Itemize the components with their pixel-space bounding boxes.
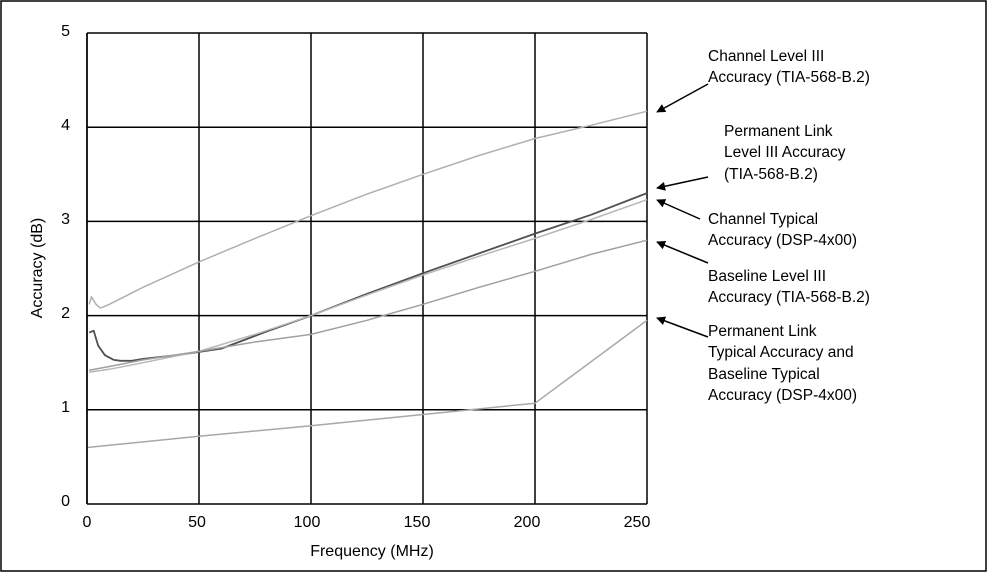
callout-arrow [656,83,709,113]
callout-text-line: Baseline Level III [708,268,826,285]
callout-permanent-link-level-iii: Permanent Link Level III Accuracy (TIA-5… [656,123,846,191]
callout-text-line: Channel Typical [708,211,818,228]
callout-arrow [656,316,709,338]
series-line [88,110,648,309]
callout-arrow [656,176,709,191]
x-tick-label: 100 [294,514,321,531]
callout-channel-level-iii: Channel Level III Accuracy (TIA-568-B.2) [656,48,870,113]
x-axis-title: Frequency (MHz) [310,543,434,560]
y-tick-label: 3 [61,211,70,228]
y-tick-label: 5 [61,23,70,40]
callout-arrow [656,240,709,264]
y-tick-label: 2 [61,305,70,322]
y-axis-ticks: 0 1 2 3 4 5 [61,23,70,510]
callout-baseline-level-iii: Baseline Level III Accuracy (TIA-568-B.2… [656,240,870,306]
callout-text-line: Permanent Link [724,123,833,140]
callout-text-line: Level III Accuracy [724,144,846,161]
x-tick-label: 200 [514,514,541,531]
callout-channel-typical: Channel Typical Accuracy (DSP-4x00) [656,199,857,249]
callout-text-line: (TIA-568-B.2) [724,166,818,183]
y-axis-title: Accuracy (dB) [29,218,46,318]
x-tick-label: 50 [188,514,206,531]
callout-text-line: Typical Accuracy and [708,344,854,361]
callout-text-line: Permanent Link [708,323,817,340]
callout-text-line: Accuracy (TIA-568-B.2) [708,69,870,86]
x-tick-label: 250 [624,514,651,531]
callout-text-line: Accuracy (DSP-4x00) [708,387,857,404]
callout-text-line: Baseline Typical [708,366,820,383]
callout-arrow [656,199,701,220]
chart-series [86,110,648,449]
callout-text-line: Channel Level III [708,48,824,65]
x-axis-ticks: 0 50 100 150 200 250 [83,514,651,531]
y-tick-label: 1 [61,399,70,416]
series-line [86,319,648,449]
callout-permanent-link-typical: Permanent Link Typical Accuracy and Base… [656,316,857,404]
y-tick-label: 0 [61,493,70,510]
y-tick-label: 4 [61,117,70,134]
x-tick-label: 150 [404,514,431,531]
callout-text-line: Accuracy (DSP-4x00) [708,232,857,249]
callout-text-line: Accuracy (TIA-568-B.2) [708,289,870,306]
series-line [89,198,648,373]
series-line [89,239,648,371]
x-tick-label: 0 [83,514,92,531]
